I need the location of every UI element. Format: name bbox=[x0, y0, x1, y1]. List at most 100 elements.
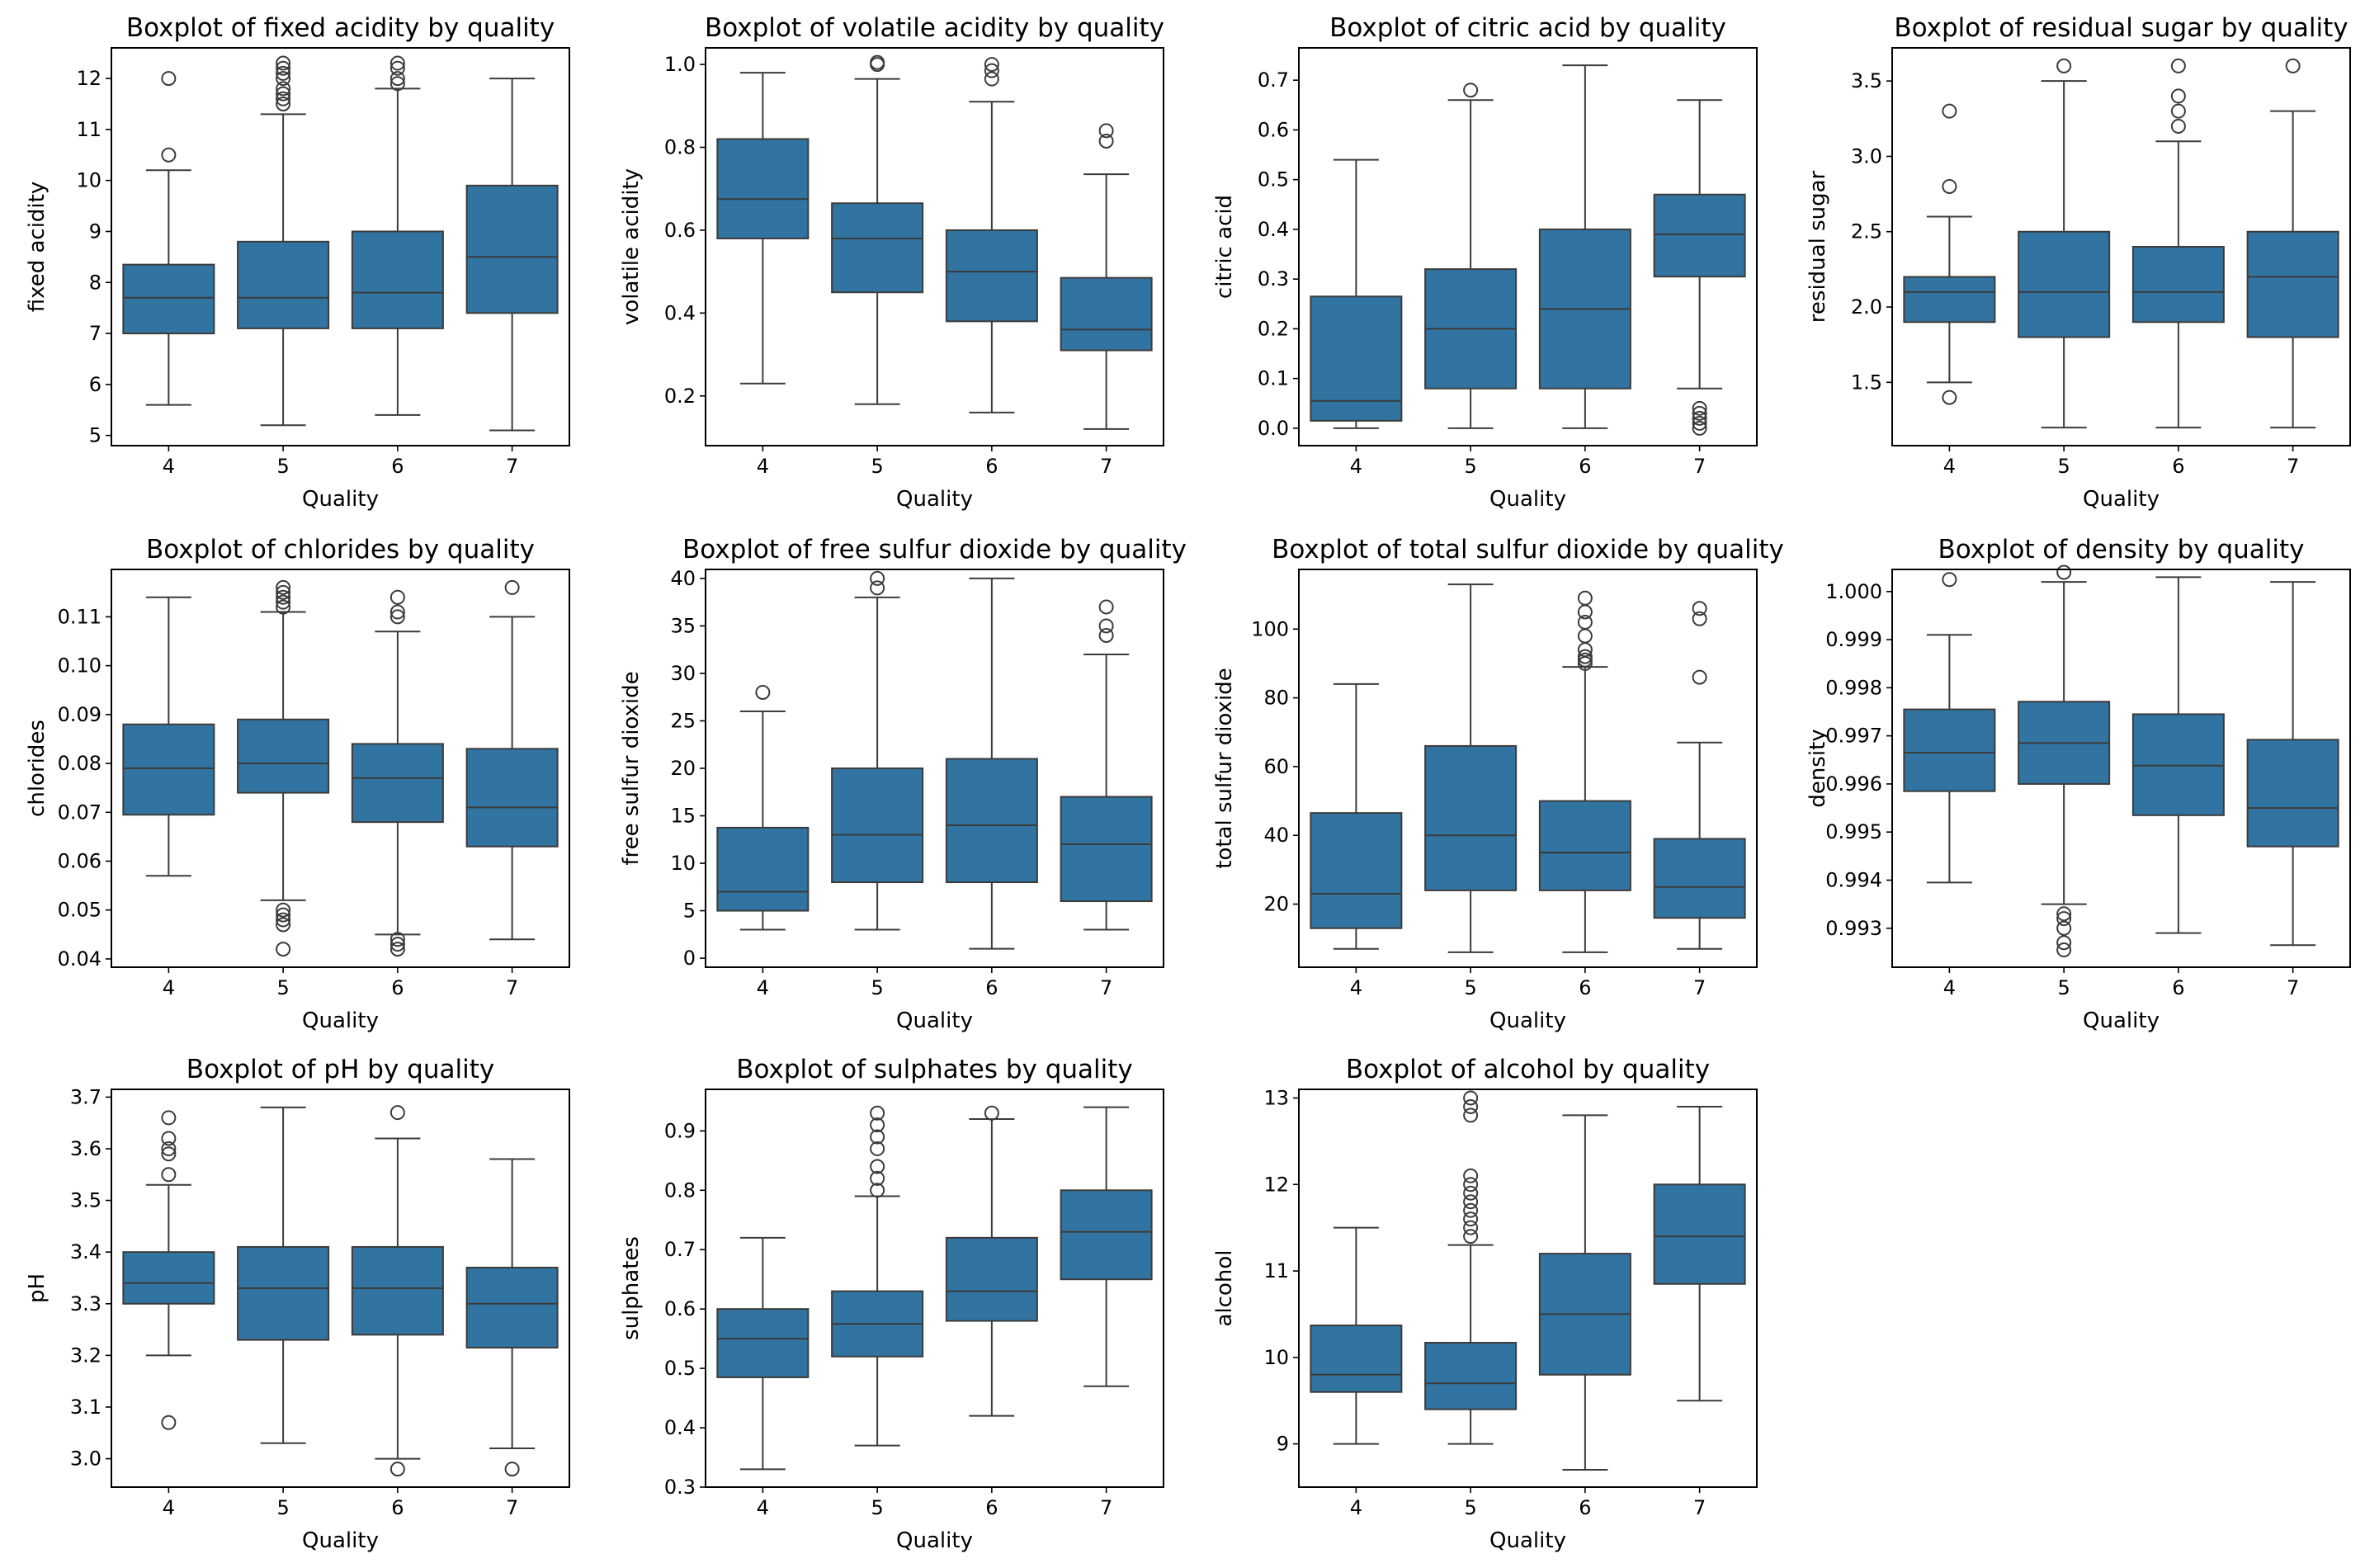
outlier-point bbox=[276, 902, 291, 918]
box-iqr bbox=[945, 229, 1038, 323]
box-iqr bbox=[1903, 276, 1996, 324]
y-tick-label: 8 bbox=[89, 271, 101, 294]
x-tick-label: 7 bbox=[2287, 455, 2299, 478]
y-tick-label: 40 bbox=[670, 567, 696, 590]
outlier-point bbox=[1098, 627, 1114, 643]
x-tick-label: 4 bbox=[163, 455, 175, 478]
y-tick-label: 0.9 bbox=[664, 1119, 696, 1142]
x-axis-label: Quality bbox=[302, 1528, 379, 1553]
y-tick-label: 11 bbox=[1263, 1259, 1289, 1282]
outlier-point bbox=[161, 1146, 177, 1162]
y-tick-label: 3.1 bbox=[70, 1396, 101, 1419]
chart-title: Boxplot of density by quality bbox=[1938, 535, 2304, 564]
outlier-point bbox=[1692, 405, 1707, 421]
x-tick-label: 6 bbox=[985, 455, 998, 478]
box-iqr bbox=[237, 1245, 330, 1341]
y-tick-label: 2.0 bbox=[1851, 295, 1882, 319]
x-axis-label: Quality bbox=[1489, 487, 1566, 512]
y-tick-label: 80 bbox=[1263, 687, 1289, 710]
y-tick-label: 2.5 bbox=[1851, 220, 1882, 243]
x-tick-label: 7 bbox=[1693, 1496, 1706, 1519]
y-tick-label: 0.4 bbox=[1258, 218, 1289, 241]
outlier-point bbox=[161, 71, 177, 87]
outlier-point bbox=[276, 589, 291, 605]
y-tick-label: 5 bbox=[683, 900, 696, 923]
box-group bbox=[1903, 572, 1996, 884]
outlier-point bbox=[1098, 133, 1114, 149]
outlier-point bbox=[276, 917, 291, 933]
outlier-point bbox=[870, 570, 885, 586]
x-tick-label: 7 bbox=[506, 1496, 518, 1519]
y-tick-label: 0.997 bbox=[1825, 725, 1882, 748]
outlier-point bbox=[1463, 1098, 1479, 1114]
outlier-point bbox=[1942, 178, 1957, 194]
subplot: Boxplot of density by quality 0.993 0.994 0… bbox=[1806, 535, 2351, 1033]
chart-title: Boxplot of alcohol by quality bbox=[1346, 1055, 1710, 1084]
box-group bbox=[1653, 99, 1746, 436]
outlier-point bbox=[1098, 123, 1114, 139]
box-iqr bbox=[716, 826, 810, 912]
outlier-point bbox=[1577, 649, 1593, 664]
x-tick-label: 5 bbox=[2057, 976, 2070, 999]
x-tick-label: 5 bbox=[276, 455, 289, 478]
box-group bbox=[716, 684, 810, 931]
outlier-point bbox=[389, 60, 405, 76]
box-group bbox=[2246, 581, 2339, 947]
y-axis-label: volatile acidity bbox=[619, 168, 644, 325]
y-tick-label: 0.09 bbox=[58, 703, 101, 726]
subplot: Boxplot of chlorides by quality 0.04 0.05 0… bbox=[25, 535, 570, 1033]
x-tick-label: 4 bbox=[757, 455, 769, 478]
box-group bbox=[351, 55, 444, 416]
box-iqr bbox=[1903, 708, 1996, 792]
outlier-point bbox=[276, 599, 291, 615]
box-iqr bbox=[351, 743, 444, 824]
box-group bbox=[831, 570, 924, 931]
y-axis-label: chlorides bbox=[25, 720, 50, 817]
box-group bbox=[1538, 590, 1631, 953]
x-tick-label: 5 bbox=[871, 1496, 883, 1519]
y-tick-label: 0.8 bbox=[664, 136, 696, 159]
outlier-point bbox=[1463, 1194, 1479, 1210]
x-axis-label: Quality bbox=[1489, 1008, 1566, 1033]
x-tick-label: 7 bbox=[1100, 976, 1112, 999]
y-tick-label: 0.0 bbox=[1258, 417, 1289, 440]
outlier-point bbox=[2170, 118, 2186, 134]
y-tick-label: 40 bbox=[1263, 824, 1289, 847]
box-iqr bbox=[1310, 812, 1403, 929]
subplot: Boxplot of alcohol by quality 9 10 11 12 13 4 5… bbox=[1212, 1055, 1758, 1553]
box-group bbox=[1424, 83, 1518, 429]
x-tick-label: 4 bbox=[1943, 455, 1956, 478]
y-tick-label: 20 bbox=[1263, 893, 1289, 916]
outlier-point bbox=[389, 932, 405, 947]
box-group bbox=[1310, 682, 1403, 950]
box-iqr bbox=[716, 1308, 810, 1378]
outlier-point bbox=[870, 1141, 885, 1156]
x-tick-label: 6 bbox=[985, 976, 998, 999]
box-group bbox=[465, 579, 559, 941]
plot-frame bbox=[1891, 47, 2351, 446]
chart-title: Boxplot of residual sugar by quality bbox=[1894, 13, 2348, 43]
y-tick-label: 0.998 bbox=[1825, 676, 1882, 699]
y-tick-label: 0.7 bbox=[664, 1238, 696, 1261]
box-iqr bbox=[122, 1251, 215, 1305]
x-tick-label: 6 bbox=[1579, 455, 1591, 478]
box-iqr bbox=[1538, 800, 1631, 891]
y-tick-label: 20 bbox=[670, 757, 696, 780]
y-tick-label: 1.000 bbox=[1825, 580, 1882, 603]
x-tick-label: 5 bbox=[276, 1496, 289, 1519]
box-iqr bbox=[1060, 796, 1153, 903]
outlier-point bbox=[276, 91, 291, 106]
outlier-point bbox=[1577, 628, 1593, 644]
y-tick-label: 9 bbox=[1277, 1433, 1289, 1456]
y-axis-label: free sulfur dioxide bbox=[619, 671, 644, 865]
outlier-point bbox=[1577, 604, 1593, 620]
y-tick-label: 12 bbox=[76, 67, 101, 90]
y-axis-label: pH bbox=[25, 1273, 50, 1303]
y-tick-label: 5 bbox=[89, 424, 101, 447]
x-axis-label: Quality bbox=[302, 1008, 379, 1033]
outlier-point bbox=[1463, 1177, 1479, 1193]
y-tick-label: 0.6 bbox=[1258, 118, 1289, 141]
outlier-point bbox=[870, 1105, 885, 1121]
y-tick-label: 0.2 bbox=[664, 385, 696, 408]
box-group bbox=[1310, 158, 1403, 429]
